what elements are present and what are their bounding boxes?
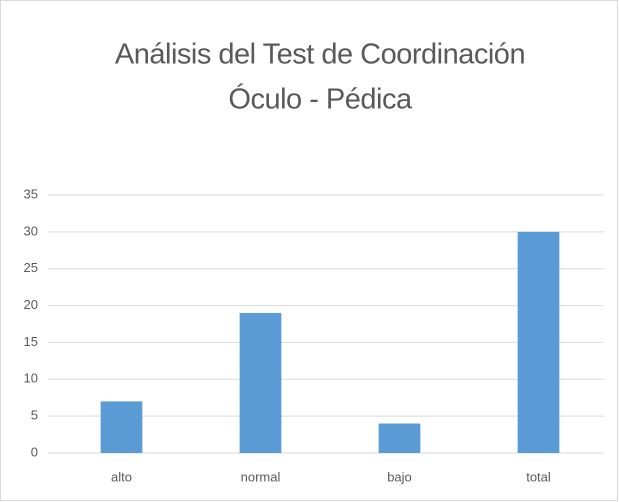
chart-title: Óculo - Pédica xyxy=(228,83,413,116)
y-tick-label: 30 xyxy=(24,223,38,238)
y-tick-label: 35 xyxy=(24,186,38,201)
y-tick-label: 5 xyxy=(31,408,38,423)
x-tick-label: normal xyxy=(241,469,281,484)
y-tick-label: 10 xyxy=(24,371,38,386)
x-tick-label: alto xyxy=(111,469,132,484)
y-tick-label: 20 xyxy=(24,297,38,312)
bar xyxy=(378,423,421,453)
y-tick-label: 25 xyxy=(24,260,38,275)
chart-title: Análisis del Test de Coordinación xyxy=(115,39,525,71)
bar xyxy=(517,231,560,453)
x-tick-label: total xyxy=(526,469,551,484)
x-tick-label: bajo xyxy=(387,469,412,484)
bar xyxy=(100,401,143,453)
y-tick-label: 0 xyxy=(31,444,38,459)
bar xyxy=(239,312,282,453)
y-tick-label: 15 xyxy=(24,334,38,349)
